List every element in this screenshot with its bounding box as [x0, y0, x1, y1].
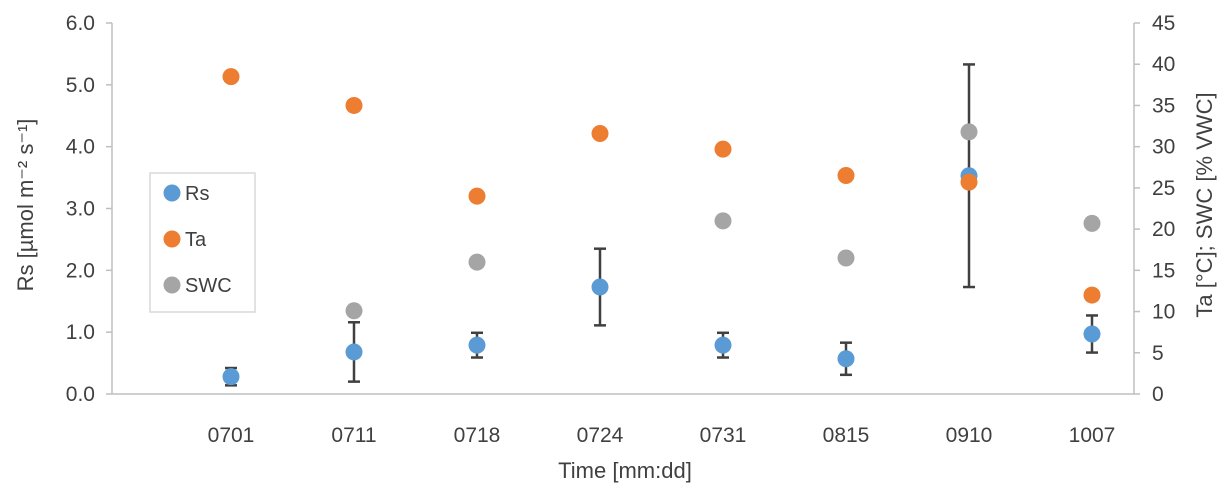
point-ta: [468, 187, 486, 205]
point-rs: [1083, 325, 1101, 343]
left-tick-label: 1.0: [66, 321, 95, 344]
left-y-axis-title: Rs [µmol m⁻² s⁻¹]: [13, 119, 38, 292]
point-ta: [591, 124, 609, 142]
left-tick-label: 0.0: [66, 383, 95, 406]
right-tick-label: 35: [1152, 94, 1175, 117]
right-tick-label: 20: [1152, 218, 1175, 241]
point-swc: [960, 123, 978, 141]
point-ta: [345, 96, 363, 114]
point-rs: [591, 278, 609, 296]
x-tick-label: 0701: [208, 424, 255, 447]
right-axis-ticks: 0 5 10 15 20 25 30 35 40 45: [1134, 12, 1175, 406]
right-tick-label: 15: [1152, 259, 1175, 282]
x-tick-label: 0731: [700, 424, 747, 447]
point-swc: [714, 212, 732, 230]
x-tick-label: 0910: [946, 424, 993, 447]
x-axis-ticks: 0701 0711 0718 0724 0731 0815 0910 1007: [208, 424, 1116, 447]
right-tick-label: 40: [1152, 53, 1175, 76]
right-tick-label: 45: [1152, 12, 1175, 35]
point-swc: [1083, 214, 1101, 232]
point-swc: [468, 253, 486, 271]
right-tick-label: 5: [1152, 342, 1164, 365]
x-axis-title: Time [mm:dd]: [558, 458, 692, 483]
left-tick-label: 5.0: [66, 74, 95, 97]
left-tick-label: 6.0: [66, 12, 95, 35]
left-axis-ticks: 0.0 1.0 2.0 3.0 4.0 5.0 6.0: [66, 12, 112, 406]
left-tick-label: 4.0: [66, 136, 95, 159]
left-tick-label: 2.0: [66, 259, 95, 282]
point-swc: [345, 302, 363, 320]
right-tick-label: 30: [1152, 136, 1175, 159]
legend-marker-ta: [163, 230, 181, 248]
right-y-axis-title: Ta [°C]; SWC [% VWC]: [1192, 92, 1217, 317]
point-rs: [468, 336, 486, 354]
right-tick-label: 25: [1152, 177, 1175, 200]
point-ta: [837, 167, 855, 185]
x-tick-label: 0724: [577, 424, 624, 447]
x-tick-label: 0815: [823, 424, 870, 447]
point-rs: [222, 368, 240, 386]
point-rs: [837, 350, 855, 368]
point-ta: [1083, 286, 1101, 304]
legend-label: Ta: [185, 229, 207, 251]
legend-marker-swc: [163, 276, 181, 294]
legend-label: Rs: [185, 183, 209, 205]
point-swc: [837, 249, 855, 267]
point-rs: [345, 343, 363, 361]
legend-label: SWC: [185, 275, 232, 297]
x-tick-label: 1007: [1069, 424, 1116, 447]
point-ta: [960, 173, 978, 191]
data-points: [222, 68, 1101, 386]
right-tick-label: 0: [1152, 383, 1164, 406]
x-tick-label: 0711: [331, 424, 376, 447]
point-rs: [714, 336, 732, 354]
legend-marker-rs: [163, 184, 181, 202]
axes: [111, 23, 1135, 395]
point-ta: [222, 68, 240, 86]
left-tick-label: 3.0: [66, 198, 95, 221]
point-ta: [714, 140, 732, 158]
x-tick-label: 0718: [454, 424, 501, 447]
legend: Rs Ta SWC: [149, 172, 256, 313]
right-tick-label: 10: [1152, 301, 1175, 324]
